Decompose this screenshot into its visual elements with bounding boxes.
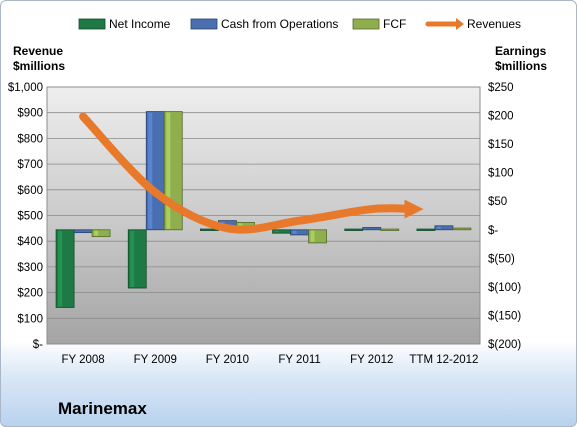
bar-highlight <box>274 230 279 233</box>
right-tick-label: $- <box>488 225 498 237</box>
x-tick-label: FY 2008 <box>61 354 104 366</box>
left-tick-label: $800 <box>17 133 43 145</box>
bar-highlight <box>58 230 63 307</box>
left-tick-label: $400 <box>17 236 43 248</box>
right-tick-label: $(200) <box>488 339 521 351</box>
left-axis-ticks: $- $100 $200 $300 $400 $500 $600 $700 $800 $900 $1… <box>8 82 43 351</box>
bars-layer <box>55 111 472 308</box>
bar-highlight <box>130 230 135 288</box>
left-tick-label: $900 <box>17 108 43 120</box>
right-axis-ticks: $(200) $(150) $(100) $(50) $- $50 $100 $150 $200… <box>488 82 521 351</box>
right-tick-label: $100 <box>488 168 514 180</box>
left-tick-label: $200 <box>17 288 43 300</box>
legend-label-cash-from-operations: Cash from Operations <box>221 17 338 31</box>
left-axis-title-line2: $millions <box>13 59 65 73</box>
legend-arrow-icon <box>456 18 464 30</box>
right-tick-label: $(150) <box>488 310 521 322</box>
bar-cash-from-operations <box>362 227 382 231</box>
right-tick-label: $250 <box>488 82 514 94</box>
bar-fcf <box>380 228 400 231</box>
legend-swatch-cash-from-operations <box>190 18 218 30</box>
bar-cash-from-operations <box>73 229 93 234</box>
right-tick-label: $200 <box>488 111 514 123</box>
legend: Net Income Cash from Operations FCF Revenue… <box>78 17 521 31</box>
right-axis-title-line2: $millions <box>495 59 547 73</box>
x-axis-ticks: FY 2008 FY 2009 FY 2010 FY 2011 FY 2012 TTM 1… <box>61 354 478 366</box>
bar-highlight <box>292 230 297 234</box>
bar-net-income <box>344 228 364 231</box>
revenue-line <box>79 112 424 234</box>
right-axis-title-line1: Earnings <box>495 44 547 58</box>
legend-label-fcf: FCF <box>383 17 406 31</box>
bar-highlight <box>310 230 315 242</box>
bar-highlight <box>94 230 99 236</box>
right-tick-label: $(50) <box>488 253 515 265</box>
left-tick-label: $500 <box>17 211 43 223</box>
left-axis-title-line1: Revenue <box>13 44 63 58</box>
revenue-line-layer <box>79 112 424 234</box>
left-tick-label: $300 <box>17 262 43 274</box>
right-tick-label: $50 <box>488 196 507 208</box>
bar-net-income <box>416 228 436 231</box>
x-tick-label: TTM 12-2012 <box>409 354 478 366</box>
x-tick-label: FY 2010 <box>206 354 249 366</box>
legend-swatch-net-income <box>78 18 106 30</box>
left-tick-label: $600 <box>17 185 43 197</box>
bar-fcf <box>91 229 111 238</box>
legend-label-revenues: Revenues <box>467 17 521 31</box>
x-tick-label: FY 2009 <box>134 354 177 366</box>
left-tick-label: $100 <box>17 313 43 325</box>
legend-label-net-income: Net Income <box>109 17 171 31</box>
x-tick-label: FY 2012 <box>350 354 393 366</box>
left-tick-label: $1,000 <box>8 82 43 94</box>
right-tick-label: $150 <box>488 139 514 151</box>
gridlines <box>47 112 480 319</box>
bar-highlight <box>166 112 171 229</box>
left-tick-label: $700 <box>17 159 43 171</box>
bar-fcf <box>452 227 472 231</box>
company-name: Marinemax <box>58 399 147 418</box>
legend-swatch-fcf <box>352 18 380 30</box>
bar-highlight <box>436 226 441 229</box>
left-tick-label: $- <box>33 339 43 351</box>
x-tick-label: FY 2011 <box>278 354 320 366</box>
bar-highlight <box>148 112 153 229</box>
right-tick-label: $(100) <box>488 282 521 294</box>
